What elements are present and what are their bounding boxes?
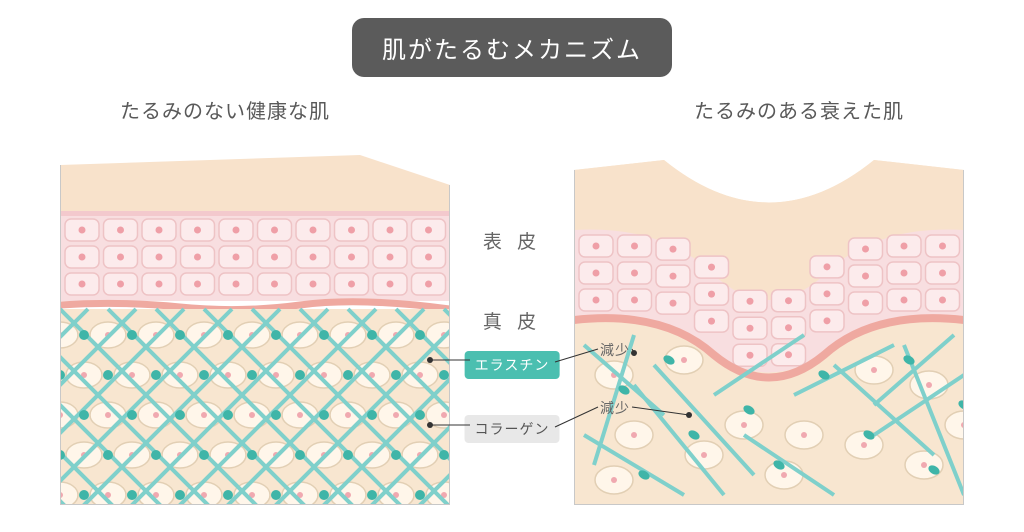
subtitle-healthy: たるみのない健康な肌 — [120, 95, 330, 124]
panel-healthy — [60, 135, 450, 505]
tag-collagen: コラーゲン — [465, 415, 560, 443]
subtitle-aged: たるみのある衰えた肌 — [694, 95, 904, 124]
label-epidermis: 表 皮 — [450, 227, 574, 254]
center-label-column: 表 皮 真 皮 エラスチン コラーゲン — [450, 135, 574, 505]
panel-aged — [574, 135, 964, 505]
tag-elastin: エラスチン — [465, 351, 560, 379]
label-reduced-elastin: 減少 — [600, 340, 630, 360]
diagram-title: 肌がたるむメカニズム — [352, 18, 672, 77]
label-dermis: 真 皮 — [450, 307, 574, 334]
label-reduced-collagen: 減少 — [600, 398, 630, 418]
